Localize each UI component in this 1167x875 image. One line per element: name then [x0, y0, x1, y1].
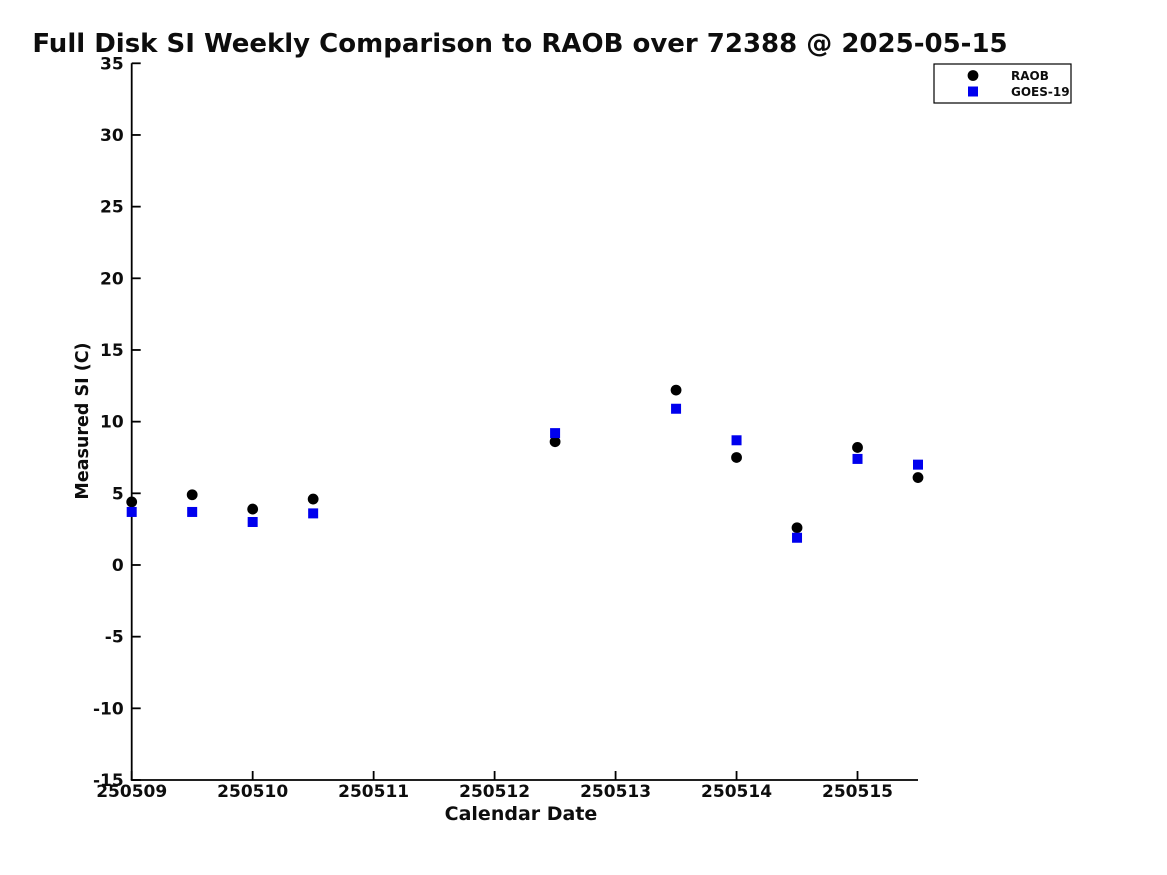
- y-tick-label: 25: [100, 198, 124, 218]
- goes19-point: [126, 506, 137, 517]
- y-tick-label: 5: [112, 484, 124, 504]
- data-points: [126, 384, 924, 543]
- legend: RAOB GOES-19: [933, 63, 1072, 104]
- raob-point: [670, 384, 682, 396]
- x-tick-label: 250509: [96, 782, 167, 802]
- axes: [130, 63, 918, 781]
- y-tick-label: 30: [100, 126, 124, 146]
- legend-goes19-marker-icon: [968, 86, 978, 97]
- x-tick-label: 250513: [580, 782, 651, 802]
- raob-point: [307, 493, 319, 505]
- legend-box: [933, 63, 1072, 104]
- raob-point: [126, 496, 138, 508]
- raob-point: [852, 442, 863, 453]
- goes19-point: [550, 428, 561, 439]
- chart-title: Full Disk SI Weekly Comparison to RAOB o…: [32, 29, 1007, 59]
- goes19-point: [187, 506, 198, 517]
- goes19-point: [792, 532, 803, 543]
- x-tick-label: 250511: [338, 782, 409, 802]
- x-tick-label: 250514: [701, 782, 772, 802]
- y-tick-label: 20: [100, 269, 124, 289]
- y-tick-label: -10: [93, 699, 124, 719]
- y-axis-label: Measured SI (C): [73, 342, 93, 499]
- y-tick-label: 0: [112, 556, 124, 576]
- y-tick-label: 10: [100, 413, 124, 433]
- x-tick-label: 250515: [822, 782, 893, 802]
- x-axis-ticks: 250509 250510 250511 250512 250513 250514 2505…: [96, 771, 893, 802]
- raob-point: [186, 489, 198, 501]
- y-tick-label: -15: [93, 771, 124, 791]
- legend-goes19-label: GOES-19: [1011, 85, 1070, 99]
- raob-point: [791, 522, 803, 534]
- y-tick-label: 35: [100, 54, 124, 74]
- goes19-point: [671, 403, 682, 414]
- raob-point: [549, 436, 561, 448]
- legend-raob-marker-icon: [967, 70, 979, 81]
- goes19-point: [308, 508, 319, 519]
- raob-point: [247, 503, 259, 515]
- raob-point: [912, 472, 924, 483]
- goes19-point: [247, 516, 258, 527]
- y-tick-label: 15: [100, 341, 124, 361]
- goes19-point: [852, 453, 863, 464]
- x-tick-label: 250510: [217, 782, 288, 802]
- y-tick-label: -5: [105, 628, 124, 648]
- y-axis-ticks: 35 30 25 20 15 10 5 0 -5 -10 -15: [93, 54, 141, 791]
- x-axis-label: Calendar Date: [445, 803, 598, 825]
- x-tick-label: 250512: [459, 782, 530, 802]
- goes19-point: [731, 435, 742, 446]
- raob-point: [731, 452, 742, 463]
- legend-raob-label: RAOB: [1011, 69, 1049, 83]
- goes19-point: [913, 459, 923, 470]
